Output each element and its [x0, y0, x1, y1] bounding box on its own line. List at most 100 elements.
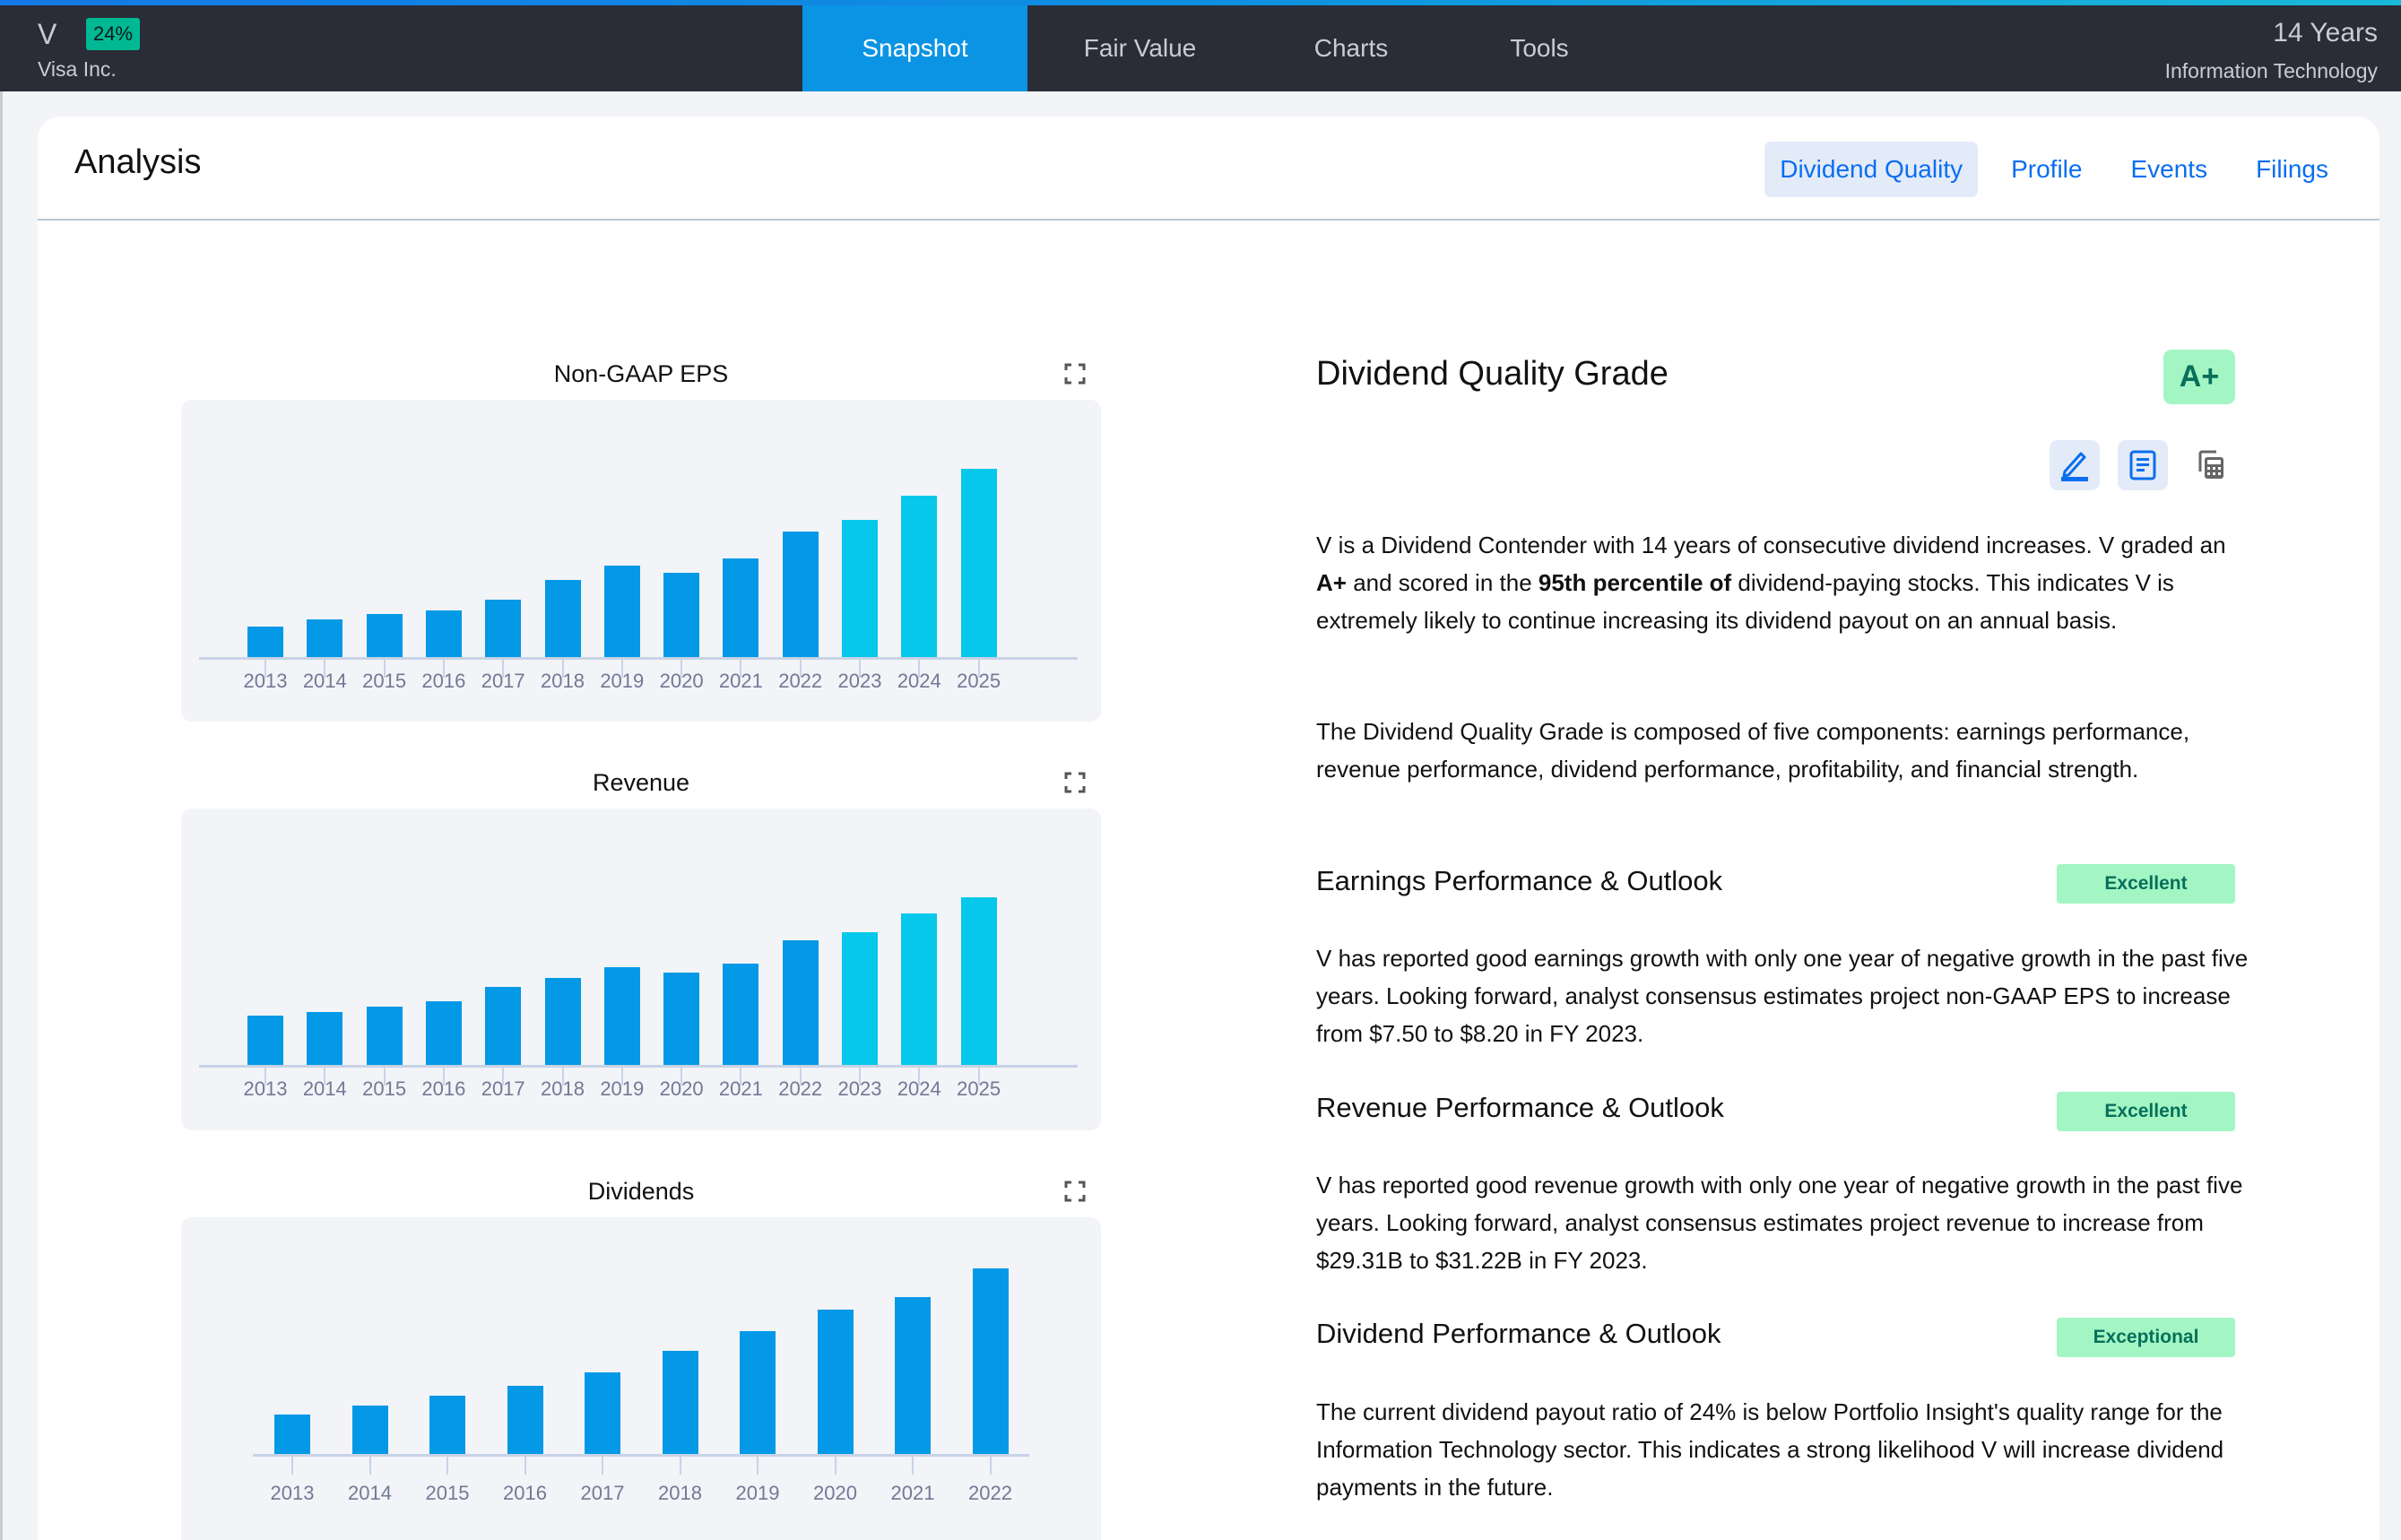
bar-2022[interactable] [782, 531, 819, 657]
document-button[interactable] [2118, 440, 2168, 490]
x-tick-label: 2014 [302, 670, 347, 692]
bar-2018[interactable] [544, 579, 581, 657]
bar-2022[interactable] [972, 1268, 1009, 1454]
bar-2018[interactable] [544, 978, 581, 1065]
nav-tab-charts[interactable]: Charts [1313, 34, 1389, 62]
x-tick-label: 2017 [481, 670, 525, 692]
bar-2014[interactable] [351, 1406, 388, 1454]
x-tick-label: 2019 [600, 1077, 645, 1100]
x-tick [680, 1068, 683, 1086]
bar-2014[interactable] [307, 1012, 343, 1065]
bar-2025[interactable] [960, 469, 997, 657]
x-tick [502, 660, 505, 678]
nav-tab-snapshot[interactable]: Snapshot [802, 5, 1027, 91]
bar-2020[interactable] [663, 973, 700, 1065]
x-tick-label: 2021 [718, 1077, 763, 1100]
grade-summary: V is a Dividend Contender with 14 years … [1316, 526, 2249, 639]
x-tick [561, 660, 564, 678]
bar-2020[interactable] [817, 1309, 854, 1454]
x-tick-label: 2016 [421, 1077, 466, 1100]
bar-2025[interactable] [960, 897, 997, 1065]
bar-2019[interactable] [740, 1331, 776, 1454]
expand-icon[interactable] [1064, 1181, 1086, 1202]
window-edge [0, 0, 3, 1540]
ticker-symbol: V [38, 18, 57, 50]
x-tick-label: 2024 [897, 1077, 941, 1100]
bar-2021[interactable] [723, 558, 759, 657]
bar-2015[interactable] [429, 1396, 465, 1454]
bar-2017[interactable] [485, 987, 522, 1065]
bar-2015[interactable] [366, 613, 403, 657]
bar-2016[interactable] [425, 1001, 462, 1065]
dividend-streak-years: 14 Years [2273, 18, 2378, 48]
bar-2021[interactable] [895, 1296, 931, 1454]
x-axis-line [253, 1454, 1029, 1457]
tab-events[interactable]: Events [2130, 155, 2208, 183]
tab-profile[interactable]: Profile [2011, 155, 2083, 183]
summary-text: V is a Dividend Contender with 14 years … [1316, 532, 2226, 558]
bar-2016[interactable] [425, 610, 462, 657]
bar-2017[interactable] [485, 599, 522, 657]
expand-icon[interactable] [1064, 363, 1086, 385]
analysis-tabs: Dividend Quality Profile Events Filings [1747, 142, 2344, 197]
bar-2019[interactable] [603, 967, 640, 1065]
bar-2019[interactable] [603, 565, 640, 657]
x-tick [977, 660, 980, 678]
calculator-button[interactable] [2186, 440, 2236, 490]
section-heading-earnings: Earnings Performance & Outlook [1316, 865, 1723, 896]
bar-2022[interactable] [782, 940, 819, 1065]
x-tick [264, 1068, 266, 1086]
bar-2021[interactable] [723, 964, 759, 1065]
x-tick-label: 2014 [302, 1077, 347, 1100]
x-tick-label: 2021 [718, 670, 763, 692]
x-tick [502, 1068, 505, 1086]
grade-components-text: The Dividend Quality Grade is composed o… [1316, 718, 2190, 783]
x-tick [740, 660, 742, 678]
x-tick-label: 2013 [270, 1482, 315, 1504]
nav-tab-tools[interactable]: Tools [1510, 34, 1569, 62]
x-tick [679, 1457, 681, 1475]
edit-button[interactable] [2050, 440, 2100, 490]
calculator-icon [2198, 450, 2223, 479]
bar-2015[interactable] [366, 1007, 403, 1065]
x-tick-label: 2015 [425, 1482, 470, 1504]
x-axis-line [199, 657, 1078, 660]
company-name: Visa Inc. [38, 57, 117, 81]
bar-2013[interactable] [247, 626, 283, 657]
expand-icon[interactable] [1064, 772, 1086, 793]
grade-title: Dividend Quality Grade [1316, 355, 1669, 393]
tab-dividend-quality[interactable]: Dividend Quality [1764, 142, 1979, 197]
bar-2024[interactable] [901, 913, 938, 1065]
nav-tab-fair-value[interactable]: Fair Value [1083, 34, 1197, 62]
x-tick [757, 1457, 758, 1475]
main-nav: Snapshot Fair Value Charts Tools [802, 5, 1629, 91]
header-divider [38, 219, 2379, 221]
bar-2013[interactable] [247, 1016, 283, 1065]
x-tick [291, 1457, 293, 1475]
bar-2017[interactable] [585, 1371, 620, 1454]
edit-icon [2061, 452, 2088, 481]
bar-2023[interactable] [842, 519, 878, 657]
x-tick-label: 2023 [837, 1077, 882, 1100]
payout-ratio-badge: 24% [86, 18, 141, 50]
tab-filings[interactable]: Filings [2256, 155, 2328, 183]
x-tick-label: 2023 [837, 670, 882, 692]
bar-2023[interactable] [842, 932, 878, 1065]
x-tick [446, 1457, 448, 1475]
bar-2013[interactable] [274, 1414, 310, 1454]
x-tick [680, 660, 683, 678]
chart-title-dividends: Dividends [587, 1178, 695, 1205]
rating-badge-revenue: Excellent [2057, 1092, 2235, 1131]
summary-text: and scored in the [1346, 569, 1539, 596]
x-tick-label: 2016 [421, 670, 466, 692]
x-tick-label: 2015 [362, 670, 407, 692]
chart-revenue: 2013 2014 2015 2016 2017 2018 2019 2020 2021 2022… [181, 809, 1101, 1130]
bar-2018[interactable] [662, 1351, 698, 1454]
bar-2014[interactable] [307, 619, 343, 657]
bar-2020[interactable] [663, 572, 700, 657]
bar-2016[interactable] [507, 1386, 543, 1454]
section-text-earnings: V has reported good earnings growth with… [1316, 945, 2249, 1047]
x-tick-label: 2022 [968, 1482, 1012, 1504]
chart-title-revenue: Revenue [592, 769, 690, 796]
bar-2024[interactable] [901, 495, 938, 657]
